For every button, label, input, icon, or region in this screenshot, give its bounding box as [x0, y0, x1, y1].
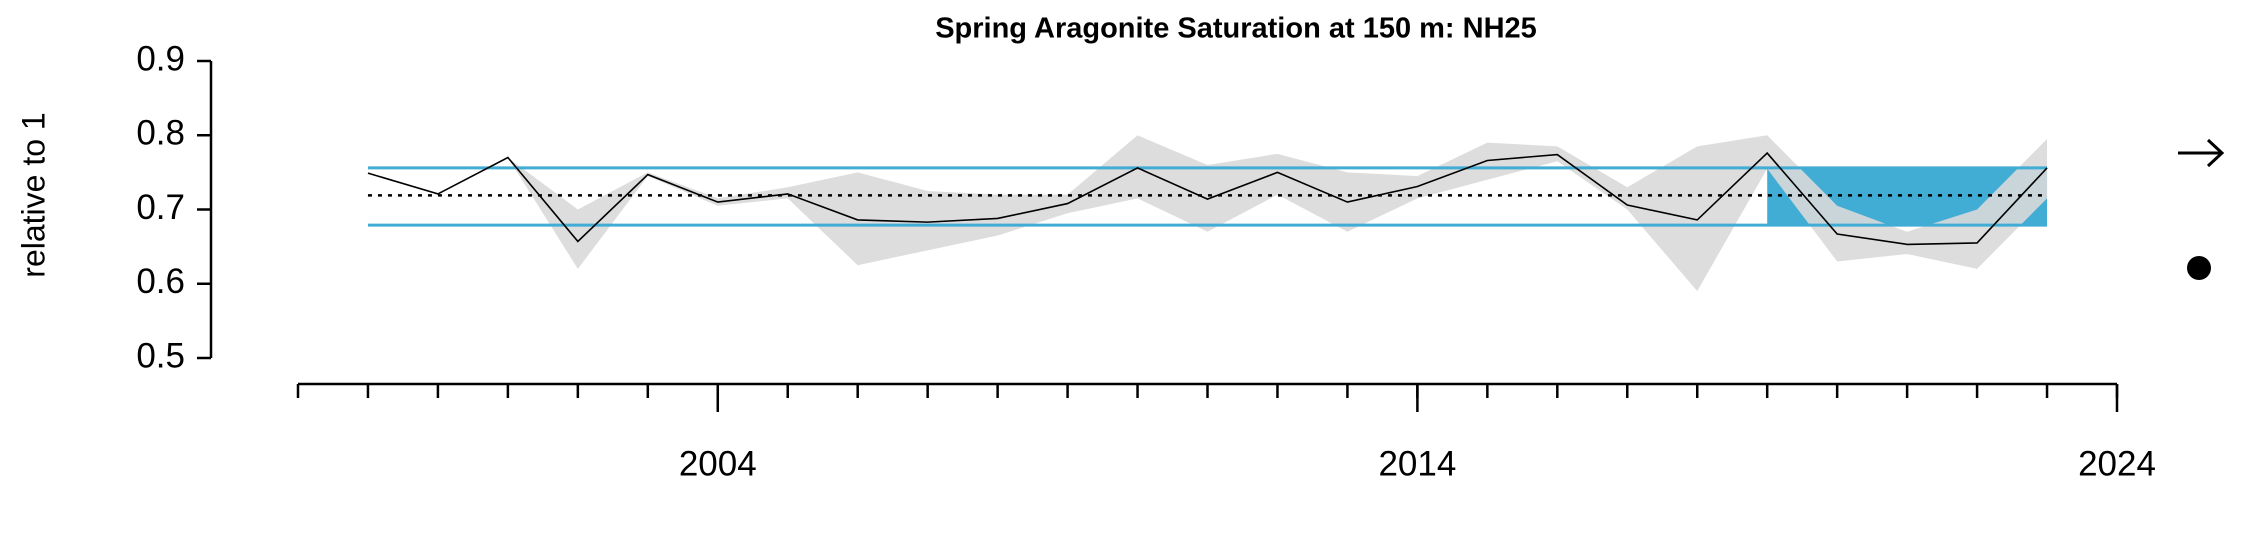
x-tick-label: 2014	[1378, 444, 1456, 483]
y-tick-label: 0.7	[136, 188, 185, 227]
y-tick-label: 0.9	[136, 39, 185, 78]
chart-title: Spring Aragonite Saturation at 150 m: NH…	[935, 13, 1537, 45]
trend-arrow	[2178, 138, 2225, 168]
y-tick-label: 0.8	[136, 114, 185, 153]
y-tick-label: 0.6	[136, 262, 185, 301]
y-axis-label: relative to 1	[15, 112, 51, 277]
status-dot	[2187, 256, 2211, 280]
y-tick-label: 0.5	[136, 336, 185, 375]
data-line	[367, 151, 2048, 246]
uncertainty-band	[507, 135, 2048, 292]
x-tick-label: 2024	[2078, 444, 2156, 483]
x-tick-label: 2004	[679, 444, 757, 483]
